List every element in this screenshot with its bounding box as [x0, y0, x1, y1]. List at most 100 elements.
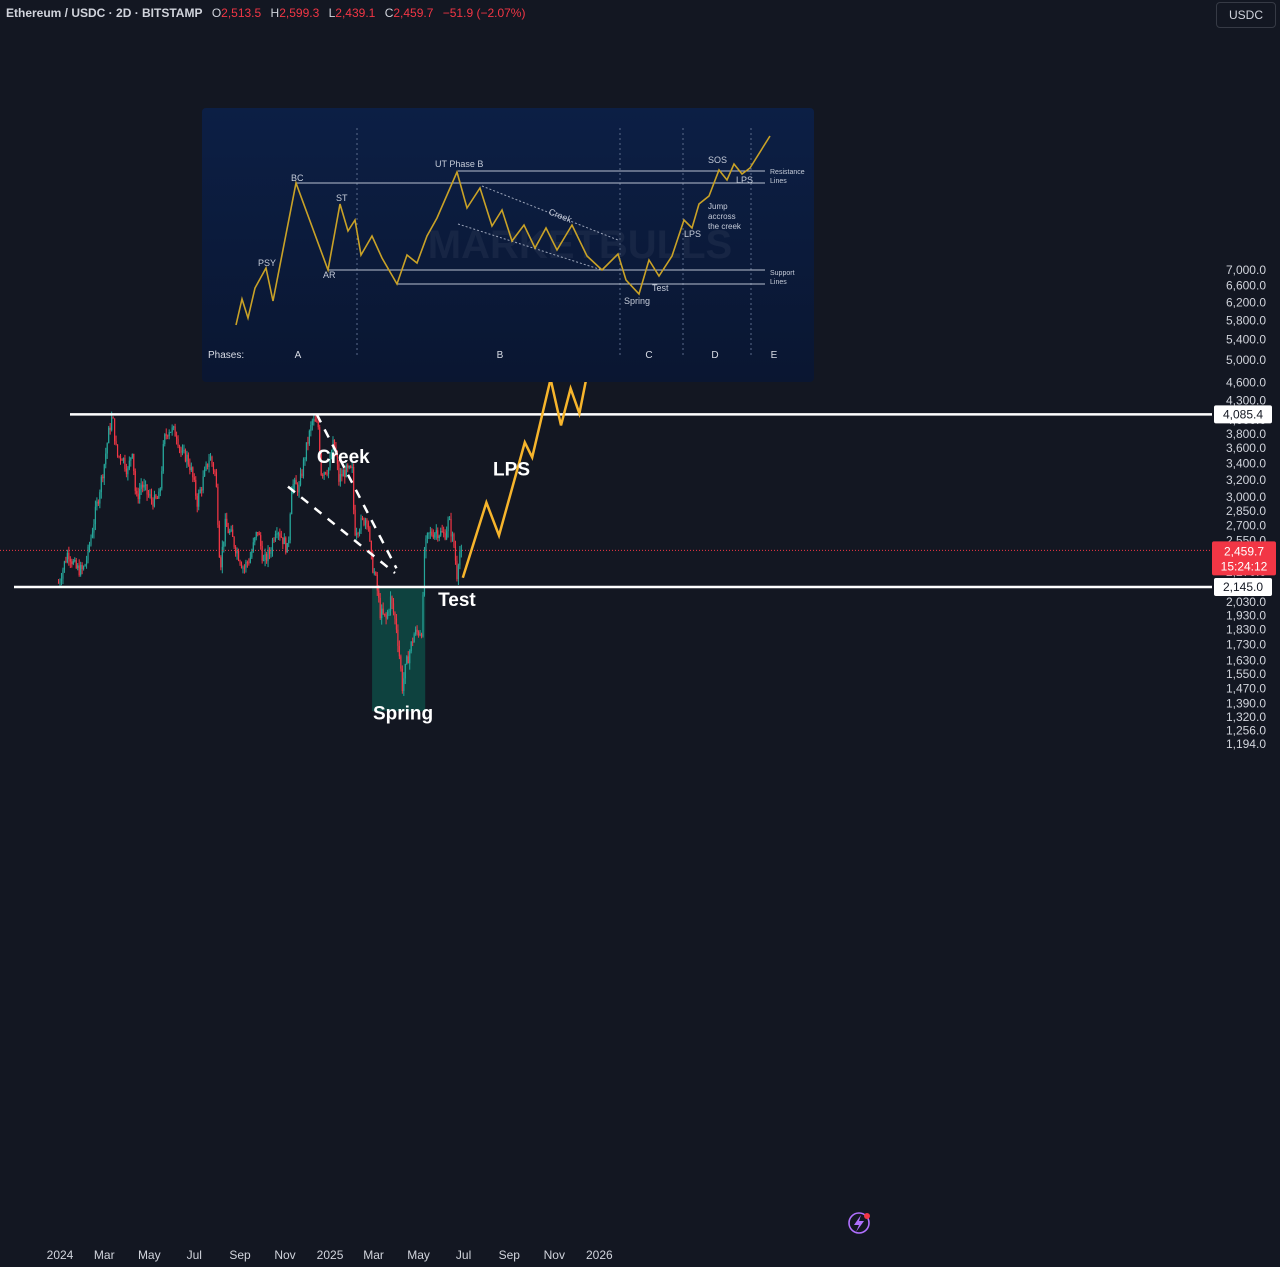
candle-body — [261, 546, 263, 561]
candle-body — [354, 509, 356, 536]
candle-body — [59, 581, 61, 583]
candle-body — [369, 527, 371, 542]
candle-body — [233, 536, 235, 547]
candle-body — [336, 455, 339, 465]
candle-body — [63, 561, 66, 570]
creek-trendline[interactable] — [287, 485, 396, 575]
last-price-tag[interactable] — [1212, 541, 1276, 576]
level-tag[interactable] — [1214, 405, 1272, 424]
candle-body — [274, 534, 277, 541]
candle-body — [409, 651, 411, 664]
candle-body — [363, 518, 365, 526]
candle-body — [450, 518, 452, 537]
candle-body — [345, 465, 347, 478]
candle-body — [325, 472, 327, 474]
candle-body — [111, 417, 113, 430]
last-price-label: 2,459.7 — [1224, 544, 1264, 558]
inset-label: Jump — [708, 202, 728, 211]
inset-label: Spring — [624, 296, 650, 306]
price-tick-label: 4,300.0 — [1226, 394, 1266, 408]
inset-label: Support — [770, 270, 795, 277]
candle-body — [401, 668, 403, 691]
candle-body — [323, 472, 325, 476]
candle-body — [122, 457, 125, 461]
time-tick-label: Sep — [499, 1248, 521, 1262]
candle-body — [177, 438, 179, 447]
inset-label: Test — [652, 283, 669, 293]
candle-body — [112, 417, 114, 419]
candle-body — [350, 466, 352, 468]
candle-body — [260, 535, 262, 547]
candle-body — [230, 529, 232, 532]
candle-body — [85, 560, 88, 565]
candle-body — [118, 455, 120, 457]
inset-price-path — [235, 135, 771, 326]
currency-button[interactable]: USDC — [1216, 2, 1276, 28]
candle-body — [258, 533, 260, 536]
symbol-legend: Ethereum / USDC · 2D · BITSTAMP O2,513.5… — [6, 6, 525, 20]
candle-body — [127, 468, 129, 475]
candle-body — [71, 561, 73, 564]
candle-body — [97, 501, 99, 504]
candle-body — [100, 476, 102, 493]
creek-trendline[interactable] — [315, 413, 398, 569]
candle-body — [319, 427, 321, 453]
candle-body — [186, 454, 188, 462]
candle-body — [425, 538, 427, 552]
price-tick-label: 1,194.0 — [1226, 737, 1266, 751]
candle-body — [180, 448, 182, 453]
candle-body — [392, 603, 395, 613]
candle-body — [167, 435, 169, 437]
candle-body — [353, 466, 355, 510]
candle-body — [108, 427, 110, 444]
inset-background — [202, 108, 814, 382]
candle-body — [149, 494, 151, 496]
symbol-name[interactable]: Ethereum / USDC · 2D · BITSTAMP — [6, 6, 203, 20]
candle-body — [119, 455, 122, 460]
candle-body — [81, 564, 83, 570]
inset-phase-e: E — [771, 350, 778, 361]
price-tick-label: 2,850.0 — [1226, 504, 1266, 518]
candle-body — [87, 546, 89, 561]
candle-body — [189, 464, 191, 471]
candle-body — [131, 453, 133, 458]
inset-phase-a: A — [295, 350, 302, 361]
candle-body — [341, 474, 343, 477]
change-value: −51.9 (−2.07%) — [442, 6, 526, 20]
inset-label: Lines — [770, 279, 787, 286]
high-value: 2,599.3 — [279, 6, 320, 20]
price-tick-label: 3,000.0 — [1226, 490, 1266, 504]
candle-body — [338, 464, 340, 482]
candle-body — [389, 596, 392, 611]
candle-body — [391, 596, 393, 604]
candle-body — [93, 524, 95, 533]
time-tick-label: 2025 — [317, 1248, 344, 1262]
inset-label: AR — [323, 270, 336, 280]
price-tick-label: 6,200.0 — [1226, 296, 1266, 310]
candle-body — [454, 546, 457, 561]
candle-body — [459, 551, 461, 566]
inset-phase-d: D — [711, 350, 718, 361]
candle-body — [77, 565, 79, 568]
candle-body — [124, 457, 126, 469]
candle-body — [144, 484, 147, 486]
level-tag-label: 2,145.0 — [1223, 580, 1263, 594]
annotation-lps: LPS — [493, 460, 530, 481]
candle-body — [69, 559, 71, 562]
candle-body — [265, 553, 268, 562]
candle-body — [211, 456, 213, 464]
candle-body — [83, 566, 85, 570]
projection-path[interactable] — [461, 349, 594, 579]
candle-body — [246, 562, 249, 564]
candle-body — [257, 532, 259, 534]
candle-body — [254, 537, 256, 543]
inset-label: Resistance — [770, 169, 805, 176]
level-tag-label: 4,085.4 — [1223, 407, 1263, 421]
price-tick-label: 7,000.0 — [1226, 263, 1266, 277]
flash-icon[interactable] — [848, 1212, 870, 1234]
level-tag[interactable] — [1214, 578, 1272, 597]
inset-label: UT Phase B — [435, 159, 483, 169]
inset-levels — [296, 170, 765, 285]
candle-body — [413, 634, 415, 643]
candle-body — [206, 463, 209, 468]
